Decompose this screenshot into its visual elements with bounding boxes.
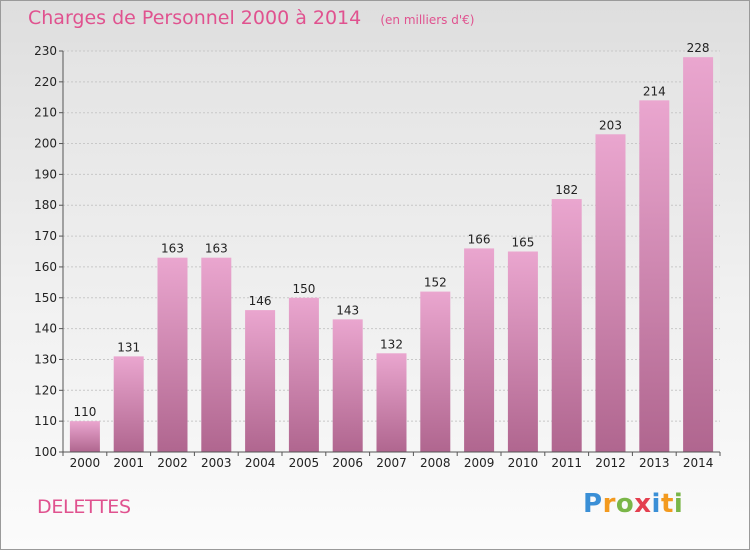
bar (464, 248, 495, 452)
logo-letter: r (602, 489, 616, 519)
y-tick-label: 190 (34, 167, 57, 181)
bar-value-label: 163 (161, 242, 184, 256)
bar-value-label: 203 (599, 118, 622, 132)
logo-letter: i (673, 489, 684, 519)
x-tick-label: 2011 (551, 456, 582, 470)
logo-letter: P (583, 489, 603, 519)
x-tick-label: 2000 (70, 456, 101, 470)
x-tick-label: 2002 (157, 456, 188, 470)
x-tick-label: 2001 (113, 456, 144, 470)
bar (376, 353, 407, 452)
bar-value-label: 166 (468, 232, 491, 246)
logo-letter: o (615, 489, 635, 519)
y-tick-label: 220 (34, 75, 57, 89)
bar (157, 257, 188, 452)
bar-value-label: 163 (205, 242, 228, 256)
bar-value-label: 143 (336, 303, 359, 317)
x-tick-label: 2012 (595, 456, 626, 470)
bar-value-label: 146 (249, 294, 272, 308)
y-tick-label: 110 (34, 414, 57, 428)
x-tick-label: 2014 (683, 456, 714, 470)
x-tick-label: 2006 (332, 456, 363, 470)
y-tick-label: 170 (34, 229, 57, 243)
x-tick-label: 2009 (464, 456, 495, 470)
x-tick-label: 2004 (245, 456, 276, 470)
bar-value-label: 228 (687, 41, 710, 55)
bar (69, 421, 100, 452)
bar-value-label: 214 (643, 84, 666, 98)
bar (639, 100, 670, 452)
bar (201, 257, 232, 452)
chart-title: Charges de Personnel 2000 à 2014 (28, 7, 362, 29)
x-tick-label: 2005 (289, 456, 320, 470)
y-tick-label: 200 (34, 137, 57, 151)
x-tick-label: 2010 (508, 456, 539, 470)
logo-letter: t (660, 489, 674, 519)
bar-value-label: 152 (424, 276, 447, 290)
y-tick-label: 120 (34, 383, 57, 397)
logo-letter: x (634, 489, 652, 519)
title-row: Charges de Personnel 2000 à 2014 (en mil… (28, 7, 474, 29)
y-tick-label: 180 (34, 198, 57, 212)
x-tick-label: 2013 (639, 456, 670, 470)
bar (683, 57, 714, 453)
bar (551, 199, 582, 452)
bar (113, 356, 144, 452)
bar (595, 134, 626, 453)
bar (288, 297, 319, 452)
y-tick-label: 210 (34, 106, 57, 120)
bar (507, 251, 538, 452)
location-name: DELETTES (37, 496, 131, 518)
y-tick-label: 160 (34, 260, 57, 274)
y-tick-label: 150 (34, 291, 57, 305)
bar-value-label: 165 (511, 236, 534, 250)
bar-value-label: 182 (555, 183, 578, 197)
chart-unit: (en milliers d'€) (380, 13, 475, 27)
logo-letter: i (651, 489, 661, 519)
proxiti-logo: Proxiti (583, 489, 683, 519)
x-tick-label: 2008 (420, 456, 451, 470)
bar (245, 310, 276, 452)
x-tick-label: 2003 (201, 456, 232, 470)
bar-value-label: 110 (73, 405, 96, 419)
y-tick-label: 130 (34, 352, 57, 366)
y-tick-label: 100 (34, 445, 57, 459)
y-tick-label: 230 (34, 44, 57, 58)
bar-value-label: 132 (380, 337, 403, 351)
bar-value-label: 150 (292, 282, 315, 296)
bar (332, 319, 363, 452)
x-tick-label: 2007 (376, 456, 407, 470)
bar (420, 291, 451, 452)
y-tick-label: 140 (34, 322, 57, 336)
bar-value-label: 131 (117, 340, 140, 354)
